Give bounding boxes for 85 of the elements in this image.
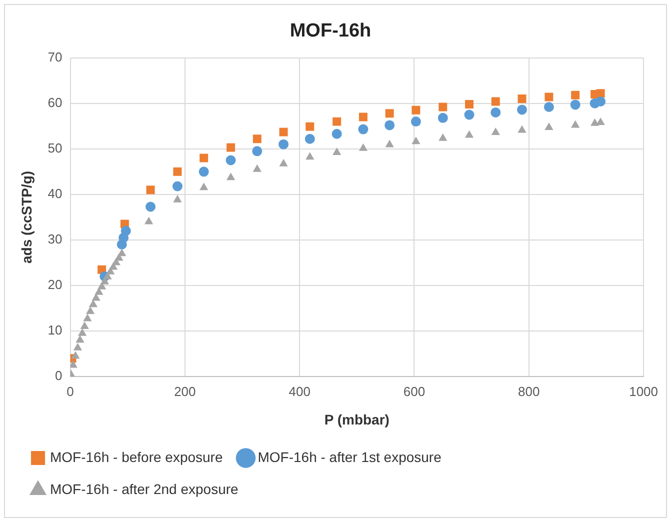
point (491, 97, 500, 106)
point (385, 109, 394, 118)
y-tick-label: 20 (48, 277, 62, 292)
point (412, 136, 420, 144)
point (570, 120, 580, 128)
legend-label: MOF-16h - after 2nd exposure (50, 480, 239, 497)
point (144, 216, 154, 224)
point (118, 248, 126, 256)
point (412, 106, 420, 114)
point (464, 130, 474, 138)
point (80, 322, 89, 330)
point (172, 181, 182, 192)
chart-title: MOF-16h (290, 20, 372, 42)
y-tick-label: 10 (48, 322, 62, 338)
y-tick-label: 50 (48, 140, 62, 156)
legend-label: MOF-16h - after 1st exposure (258, 448, 442, 465)
legend-label: MOF-16h - before exposure (50, 448, 223, 465)
point (438, 102, 448, 112)
point (570, 100, 580, 110)
point (146, 186, 155, 194)
point (226, 143, 236, 152)
point (596, 89, 605, 98)
y-tick-label: 30 (48, 232, 62, 247)
point (226, 155, 236, 166)
point (86, 306, 95, 314)
y-tick-label: 60 (48, 94, 62, 110)
point (590, 118, 600, 126)
point (76, 335, 84, 343)
point (252, 134, 262, 144)
point (358, 112, 368, 122)
point (306, 152, 314, 160)
point (200, 182, 208, 190)
point (464, 110, 474, 120)
point (88, 300, 98, 308)
x-axis-title: P (mbbar) (324, 411, 390, 428)
point (465, 100, 474, 108)
point (83, 314, 92, 322)
point (252, 146, 262, 156)
point (410, 116, 421, 127)
point (146, 202, 156, 212)
y-axis-title: ads (ccSTP/g) (18, 170, 34, 264)
point (332, 117, 342, 126)
point (571, 90, 580, 100)
point (78, 328, 87, 336)
point (278, 139, 289, 150)
point (490, 107, 501, 118)
point (544, 92, 554, 102)
point (173, 194, 182, 202)
x-tick-label: 1000 (629, 384, 658, 399)
point (384, 120, 395, 130)
point (226, 172, 236, 180)
x-tick-label: 800 (518, 384, 540, 399)
point (544, 122, 554, 130)
point (332, 148, 342, 156)
x-tick-label: 0 (66, 384, 74, 399)
x-tick-label: 400 (288, 384, 310, 399)
point (252, 164, 262, 172)
y-tick-label: 40 (48, 186, 62, 202)
point (518, 94, 526, 104)
point (385, 140, 394, 148)
point (544, 102, 554, 112)
point (358, 143, 368, 151)
point (279, 128, 288, 136)
x-tick-label: 200 (174, 384, 196, 399)
point (120, 226, 131, 236)
point (71, 351, 80, 359)
point (200, 154, 208, 162)
point (173, 167, 182, 176)
x-tick-label: 600 (403, 384, 426, 399)
point (491, 127, 500, 135)
point (518, 125, 526, 133)
point (438, 112, 448, 123)
point (306, 122, 314, 131)
point (198, 166, 209, 177)
y-tick-label: 70 (48, 49, 62, 64)
point (517, 104, 528, 115)
point (73, 342, 82, 350)
point (279, 158, 288, 166)
point (332, 128, 342, 139)
point (70, 360, 78, 368)
point (304, 134, 315, 144)
point (596, 96, 606, 107)
y-tick-label: 0 (55, 368, 62, 384)
point (358, 124, 368, 134)
point (438, 133, 448, 141)
